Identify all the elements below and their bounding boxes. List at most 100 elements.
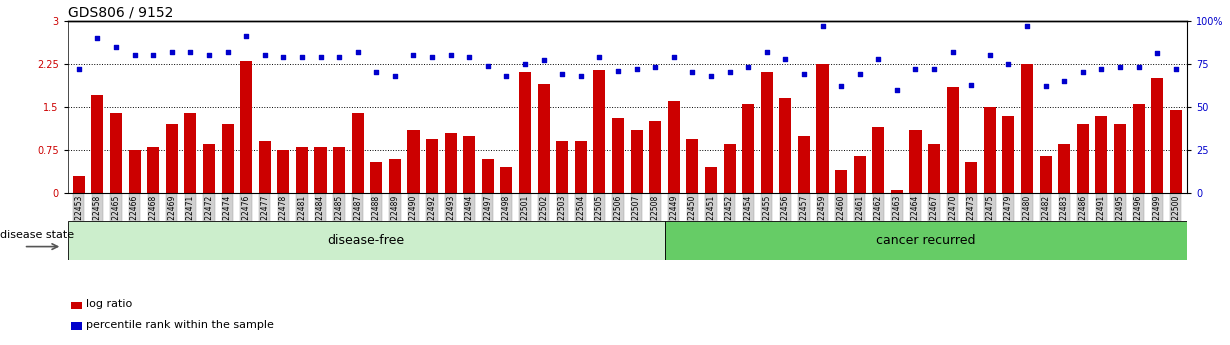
- Point: [1129, 65, 1149, 70]
- Point: [199, 52, 219, 58]
- Point: [720, 70, 739, 75]
- Bar: [277, 150, 289, 193]
- Bar: [760, 72, 772, 193]
- Point: [460, 54, 480, 60]
- Point: [980, 52, 1000, 58]
- Point: [181, 49, 200, 55]
- Point: [348, 49, 368, 55]
- Point: [831, 83, 851, 89]
- Point: [385, 73, 405, 79]
- Text: disease-free: disease-free: [327, 234, 405, 247]
- Bar: [835, 170, 847, 193]
- Point: [552, 71, 572, 77]
- Point: [924, 66, 943, 72]
- Point: [683, 70, 702, 75]
- Bar: [352, 113, 364, 193]
- Point: [1036, 83, 1055, 89]
- Bar: [1096, 116, 1107, 193]
- Point: [589, 54, 609, 60]
- Bar: [184, 113, 197, 193]
- Bar: [817, 64, 829, 193]
- Point: [440, 52, 460, 58]
- Bar: [966, 161, 978, 193]
- Bar: [73, 176, 85, 193]
- Bar: [984, 107, 996, 193]
- Point: [478, 63, 498, 68]
- Bar: [947, 87, 958, 193]
- Point: [162, 49, 182, 55]
- Point: [943, 49, 963, 55]
- Bar: [315, 147, 326, 193]
- Text: cancer recurred: cancer recurred: [876, 234, 975, 247]
- Point: [124, 52, 144, 58]
- Bar: [1133, 104, 1145, 193]
- Point: [422, 54, 442, 60]
- Point: [756, 49, 776, 55]
- Bar: [686, 139, 699, 193]
- Text: percentile rank within the sample: percentile rank within the sample: [86, 320, 274, 330]
- Bar: [109, 113, 122, 193]
- Point: [813, 23, 833, 29]
- Bar: [258, 141, 271, 193]
- Point: [1166, 66, 1186, 72]
- Bar: [664, 221, 1187, 260]
- Bar: [613, 118, 624, 193]
- Bar: [909, 130, 921, 193]
- Point: [1148, 51, 1167, 56]
- Point: [403, 52, 423, 58]
- Bar: [538, 84, 550, 193]
- Bar: [742, 104, 754, 193]
- Bar: [203, 144, 215, 193]
- Bar: [68, 221, 664, 260]
- Bar: [649, 121, 662, 193]
- Bar: [1002, 116, 1015, 193]
- Bar: [482, 159, 494, 193]
- Bar: [929, 144, 940, 193]
- Bar: [148, 147, 159, 193]
- Bar: [221, 124, 234, 193]
- Point: [106, 44, 125, 49]
- Bar: [426, 139, 438, 193]
- Bar: [854, 156, 866, 193]
- Bar: [407, 130, 419, 193]
- Bar: [501, 167, 513, 193]
- Bar: [780, 98, 791, 193]
- Bar: [370, 161, 383, 193]
- Bar: [166, 124, 178, 193]
- Point: [255, 52, 274, 58]
- Bar: [389, 159, 401, 193]
- Point: [905, 66, 925, 72]
- Point: [608, 68, 627, 73]
- Bar: [556, 141, 568, 193]
- Bar: [668, 101, 680, 193]
- Point: [515, 61, 535, 67]
- Bar: [1039, 156, 1052, 193]
- Point: [236, 33, 256, 39]
- Point: [887, 87, 907, 92]
- Point: [218, 49, 237, 55]
- Point: [534, 58, 554, 63]
- Point: [1017, 23, 1037, 29]
- Bar: [129, 150, 140, 193]
- Point: [646, 65, 665, 70]
- Point: [701, 73, 721, 79]
- Bar: [1170, 110, 1182, 193]
- Bar: [1021, 64, 1033, 193]
- Bar: [872, 127, 884, 193]
- Text: log ratio: log ratio: [86, 299, 133, 309]
- Point: [738, 65, 758, 70]
- Point: [775, 56, 795, 61]
- Point: [868, 56, 888, 61]
- Point: [69, 66, 89, 72]
- Point: [1054, 78, 1074, 84]
- Bar: [71, 322, 81, 330]
- Bar: [519, 72, 531, 193]
- Point: [627, 66, 647, 72]
- Bar: [631, 130, 642, 193]
- Bar: [1151, 78, 1164, 193]
- Point: [367, 70, 386, 75]
- Point: [1111, 65, 1130, 70]
- Text: disease state: disease state: [0, 230, 74, 240]
- Point: [144, 52, 164, 58]
- Point: [330, 54, 349, 60]
